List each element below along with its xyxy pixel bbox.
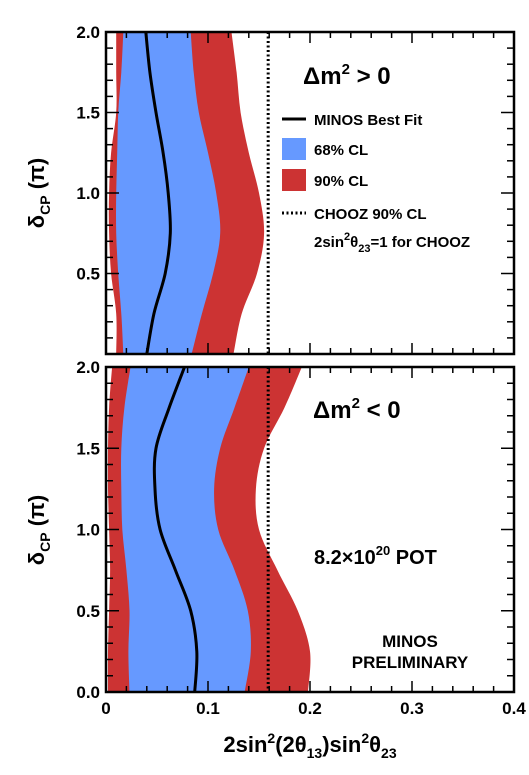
x-tick-label: 0.3	[400, 699, 424, 718]
y-tick-label: 0.0	[76, 683, 100, 702]
panel-title-bottom: Δm2 < 0	[313, 395, 401, 424]
y-axis-title-bottom: δCP (π)	[24, 495, 53, 565]
legend-label-best-fit: MINOS Best Fit	[314, 112, 422, 129]
panel-inverted-hierarchy: 0.0 0.5 1.0 1.5 2.0 0 0.1 0.2 0.3 0.4 Δm2 < 0 8.2…	[24, 358, 526, 718]
pot-annotation: 8.2×1020 POT	[314, 543, 437, 569]
y-tick-label: 2.0	[76, 23, 100, 42]
preliminary-line-2: PRELIMINARY	[352, 653, 469, 672]
y-tick-label: 0.5	[76, 265, 100, 284]
y-tick-label: 1.0	[76, 521, 100, 540]
legend-swatch-68cl	[282, 138, 306, 160]
legend: MINOS Best Fit 68% CL 90% CL CHOOZ 90% C…	[282, 112, 470, 255]
x-axis-title: 2sin2(2θ13)sin2θ23	[223, 730, 396, 761]
x-tick-label: 0	[101, 699, 110, 718]
band-68-cl	[121, 367, 251, 692]
y-tick-label: 1.0	[76, 184, 100, 203]
y-tick-label: 0.5	[76, 602, 100, 621]
x-tick-label: 0.1	[196, 699, 220, 718]
x-tick-label: 0.4	[502, 699, 526, 718]
legend-label-chooz: CHOOZ 90% CL	[314, 206, 427, 223]
y-tick-label: 1.5	[76, 439, 100, 458]
y-axis-title-top: δCP (π)	[24, 158, 53, 228]
best-fit-line	[152, 367, 199, 692]
y-tick-label: 2.0	[76, 358, 100, 377]
legend-swatch-90cl	[282, 169, 306, 191]
best-fit-line	[144, 32, 172, 354]
y-tick-label: 1.5	[76, 104, 100, 123]
legend-label-90cl: 90% CL	[314, 173, 368, 190]
x-tick-label: 0.2	[298, 699, 322, 718]
legend-note-chooz: 2sin2θ23=1 for CHOOZ	[314, 231, 470, 255]
legend-label-68cl: 68% CL	[314, 142, 368, 159]
panel-title-top: Δm2 > 0	[303, 61, 391, 90]
preliminary-line-1: MINOS	[382, 632, 438, 651]
panel-normal-hierarchy: 0.5 1.0 1.5 2.0 Δm2 > 0 MINOS Best Fit 68% …	[24, 23, 516, 356]
